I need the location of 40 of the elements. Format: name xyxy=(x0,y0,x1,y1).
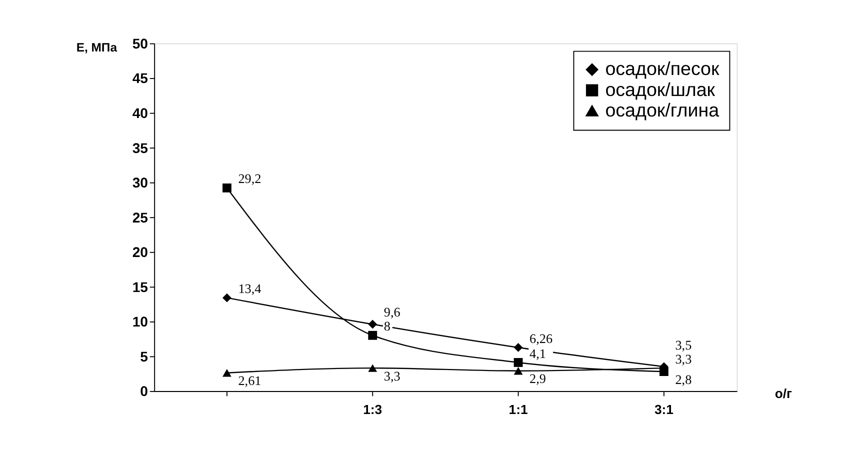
legend-label: осадок/глина xyxy=(605,100,720,121)
y-tick-label: 35 xyxy=(132,140,148,156)
point xyxy=(222,183,232,192)
data-label: 2,9 xyxy=(530,371,546,386)
point xyxy=(222,368,232,377)
y-tick-label: 0 xyxy=(140,383,148,400)
data-label: 4,1 xyxy=(530,346,546,361)
point xyxy=(368,320,378,329)
y-tick-label: 45 xyxy=(132,70,148,86)
y-tick-label: 50 xyxy=(132,35,148,52)
point xyxy=(514,358,523,367)
data-label: 3,5 xyxy=(675,337,692,352)
data-label: 13,4 xyxy=(238,281,262,296)
legend-label: осадок/шлак xyxy=(605,78,716,100)
data-label: 3,3 xyxy=(675,351,692,366)
y-tick-label: 30 xyxy=(132,174,148,191)
point xyxy=(514,366,523,375)
x-tick-label: 3:1 xyxy=(654,402,674,418)
data-label: 6,26 xyxy=(530,330,553,346)
data-label: 2,8 xyxy=(675,372,692,387)
point xyxy=(222,293,232,302)
point xyxy=(368,364,378,372)
y-tick-label: 5 xyxy=(140,348,148,364)
data-label: 3,3 xyxy=(384,368,401,384)
y-tick-label: 15 xyxy=(132,278,148,295)
x-tick-label: 1:1 xyxy=(508,402,528,418)
point xyxy=(368,330,378,340)
data-label: 2,61 xyxy=(238,373,262,388)
y-tick-label: 20 xyxy=(132,244,148,260)
y-tick-label: 40 xyxy=(132,105,148,122)
data-label: 8 xyxy=(384,318,391,334)
y-tick-label: 25 xyxy=(132,209,148,226)
y-axis-title: Е, МПа xyxy=(76,40,118,54)
data-label: 29,2 xyxy=(238,171,262,186)
legend-label: осадок/песок xyxy=(605,58,720,80)
point xyxy=(514,343,523,352)
y-tick-label: 10 xyxy=(132,314,148,330)
x-axis-title: о/г xyxy=(774,386,793,402)
data-label: 9,6 xyxy=(384,304,401,320)
x-tick-label: 1:3 xyxy=(363,402,382,418)
